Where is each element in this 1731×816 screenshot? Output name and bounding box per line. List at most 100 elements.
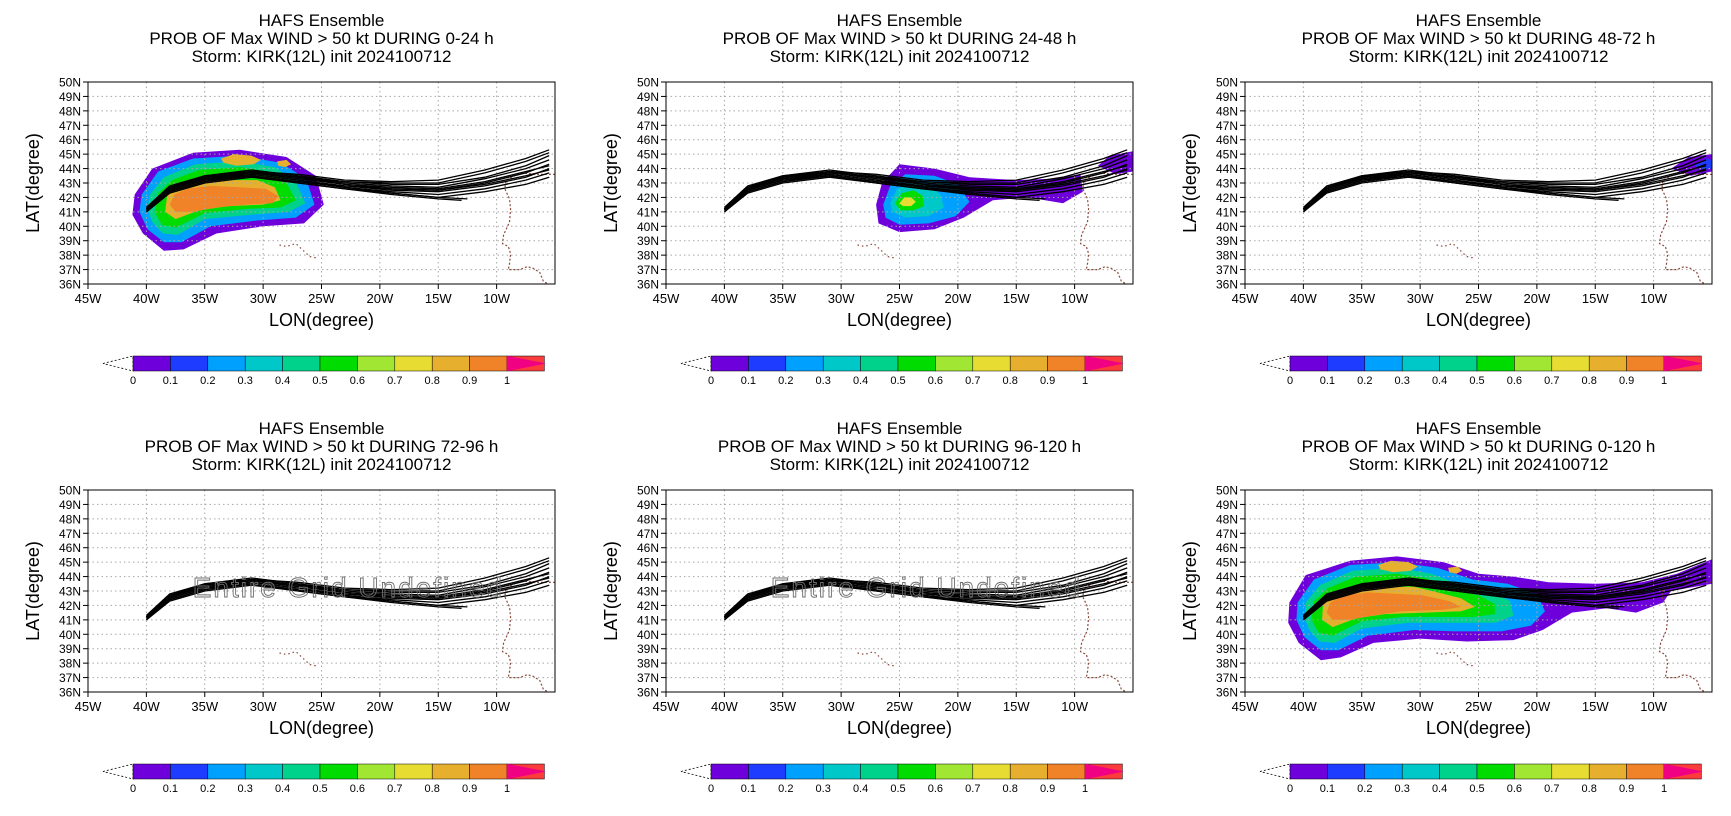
y-axis-label: LAT(degree) <box>23 133 43 233</box>
x-tick-label: 10W <box>1061 291 1088 306</box>
y-tick-label: 37N <box>59 263 81 277</box>
panel-title-line: HAFS Ensemble <box>837 419 963 438</box>
colorbar-tick-label: 0.5 <box>1469 375 1484 387</box>
y-tick-label: 38N <box>59 249 81 263</box>
y-tick-label: 41N <box>59 205 81 219</box>
colorbar-tick-label: 0.4 <box>275 375 290 387</box>
colorbar-tick-label: 0.4 <box>853 783 868 795</box>
colorbar-cell <box>1289 355 1328 372</box>
colorbar-cell <box>1364 355 1403 372</box>
colorbar-tick-label: 0.8 <box>1003 783 1018 795</box>
y-tick-label: 44N <box>1216 162 1238 176</box>
y-tick-label: 43N <box>637 177 659 191</box>
colorbar-low-arrow <box>680 355 712 372</box>
colorbar-cell <box>1009 763 1048 780</box>
colorbar-cell <box>244 763 283 780</box>
colorbar-tick-label: 0.9 <box>1040 783 1055 795</box>
x-tick-label: 35W <box>769 699 796 714</box>
prob-region <box>1448 566 1463 574</box>
ensemble-track <box>723 577 1128 621</box>
x-tick-label: 20W <box>945 699 972 714</box>
colorbar-cell <box>1439 355 1478 372</box>
y-tick-label: 42N <box>637 191 659 205</box>
y-tick-label: 47N <box>1216 527 1238 541</box>
colorbar-cell <box>357 763 396 780</box>
y-tick-label: 38N <box>59 657 81 671</box>
ensemble-track <box>145 573 550 618</box>
colorbar-tick-label: 0 <box>1287 783 1293 795</box>
colorbar-tick-label: 1 <box>1082 783 1088 795</box>
ensemble-track <box>145 165 550 210</box>
colorbar-cell <box>1588 763 1627 780</box>
colorbar-tick-label: 1 <box>1661 783 1667 795</box>
x-tick-label: 25W <box>1465 699 1492 714</box>
prob-region <box>1326 592 1461 620</box>
colorbar-high-arrow <box>1663 355 1703 372</box>
y-tick-label: 45N <box>59 556 81 570</box>
y-tick-label: 39N <box>637 642 659 656</box>
y-tick-label: 47N <box>59 119 81 133</box>
y-tick-label: 50N <box>1216 76 1238 90</box>
colorbar-tick-label: 0.5 <box>890 783 905 795</box>
y-tick-label: 36N <box>1216 686 1238 700</box>
colorbar-tick-label: 0.4 <box>275 783 290 795</box>
colorbar-tick-label: 0 <box>130 783 136 795</box>
y-tick-label: 48N <box>637 104 659 118</box>
panel-title-line: HAFS Ensemble <box>259 419 385 438</box>
y-tick-label: 45N <box>637 148 659 162</box>
y-tick-label: 48N <box>1216 104 1238 118</box>
colorbar-tick-label: 0.3 <box>238 783 253 795</box>
colorbar-tick-label: 0.8 <box>425 375 440 387</box>
y-tick-label: 42N <box>59 599 81 613</box>
ensemble-track <box>145 557 550 616</box>
colorbar-tick-label: 1 <box>504 783 510 795</box>
y-tick-label: 40N <box>1216 628 1238 642</box>
colorbar-tick-label: 0.1 <box>1320 375 1335 387</box>
y-tick-label: 41N <box>1216 205 1238 219</box>
x-tick-label: 35W <box>769 291 796 306</box>
y-tick-label: 42N <box>637 599 659 613</box>
colorbar-cell <box>935 355 974 372</box>
colorbar-cell <box>785 763 824 780</box>
colorbar-low-arrow <box>102 763 134 780</box>
y-tick-label: 46N <box>1216 541 1238 555</box>
y-tick-label: 49N <box>59 90 81 104</box>
colorbar-cell <box>1476 763 1515 780</box>
colorbar-tick-label: 0.7 <box>387 783 402 795</box>
colorbar-cell <box>469 763 508 780</box>
y-tick-label: 36N <box>59 278 81 292</box>
y-tick-label: 41N <box>637 205 659 219</box>
colorbar-tick-label: 0.5 <box>890 375 905 387</box>
x-tick-label: 10W <box>1061 699 1088 714</box>
colorbar-cell <box>897 763 936 780</box>
panel-title-line: PROB OF Max WIND > 50 kt DURING 48-72 h <box>1302 29 1656 48</box>
colorbar-cell <box>710 355 749 372</box>
ensemble-track <box>1302 165 1707 210</box>
y-tick-label: 44N <box>1216 570 1238 584</box>
x-tick-label: 30W <box>828 291 855 306</box>
y-tick-label: 47N <box>1216 119 1238 133</box>
panel-title-line: PROB OF Max WIND > 50 kt DURING 0-120 h <box>1302 437 1656 456</box>
colorbar-high-arrow <box>1663 763 1703 780</box>
y-tick-label: 45N <box>637 556 659 570</box>
colorbar-tick-label: 0.7 <box>965 783 980 795</box>
x-tick-label: 15W <box>1582 291 1609 306</box>
colorbar-tick-label: 0.4 <box>853 375 868 387</box>
ensemble-track <box>145 577 550 621</box>
colorbar-tick-label: 0.5 <box>312 375 327 387</box>
y-tick-label: 37N <box>1216 263 1238 277</box>
plot-content <box>666 82 1133 284</box>
x-tick-label: 35W <box>1348 699 1375 714</box>
colorbar: 0 0.1 0.2 0.3 0.4 0.5 0.6 0.7 0.8 0.9 1 <box>1259 355 1703 387</box>
y-tick-label: 39N <box>637 234 659 248</box>
ensemble-track <box>145 149 550 208</box>
colorbar-cell <box>132 763 171 780</box>
y-tick-label: 49N <box>637 90 659 104</box>
colorbar-tick-label: 0 <box>130 375 136 387</box>
y-tick-label: 48N <box>637 512 659 526</box>
y-axis-label: LAT(degree) <box>601 133 621 233</box>
panel-title-line: PROB OF Max WIND > 50 kt DURING 72-96 h <box>145 437 499 456</box>
x-tick-label: 15W <box>425 291 452 306</box>
y-tick-label: 49N <box>59 498 81 512</box>
